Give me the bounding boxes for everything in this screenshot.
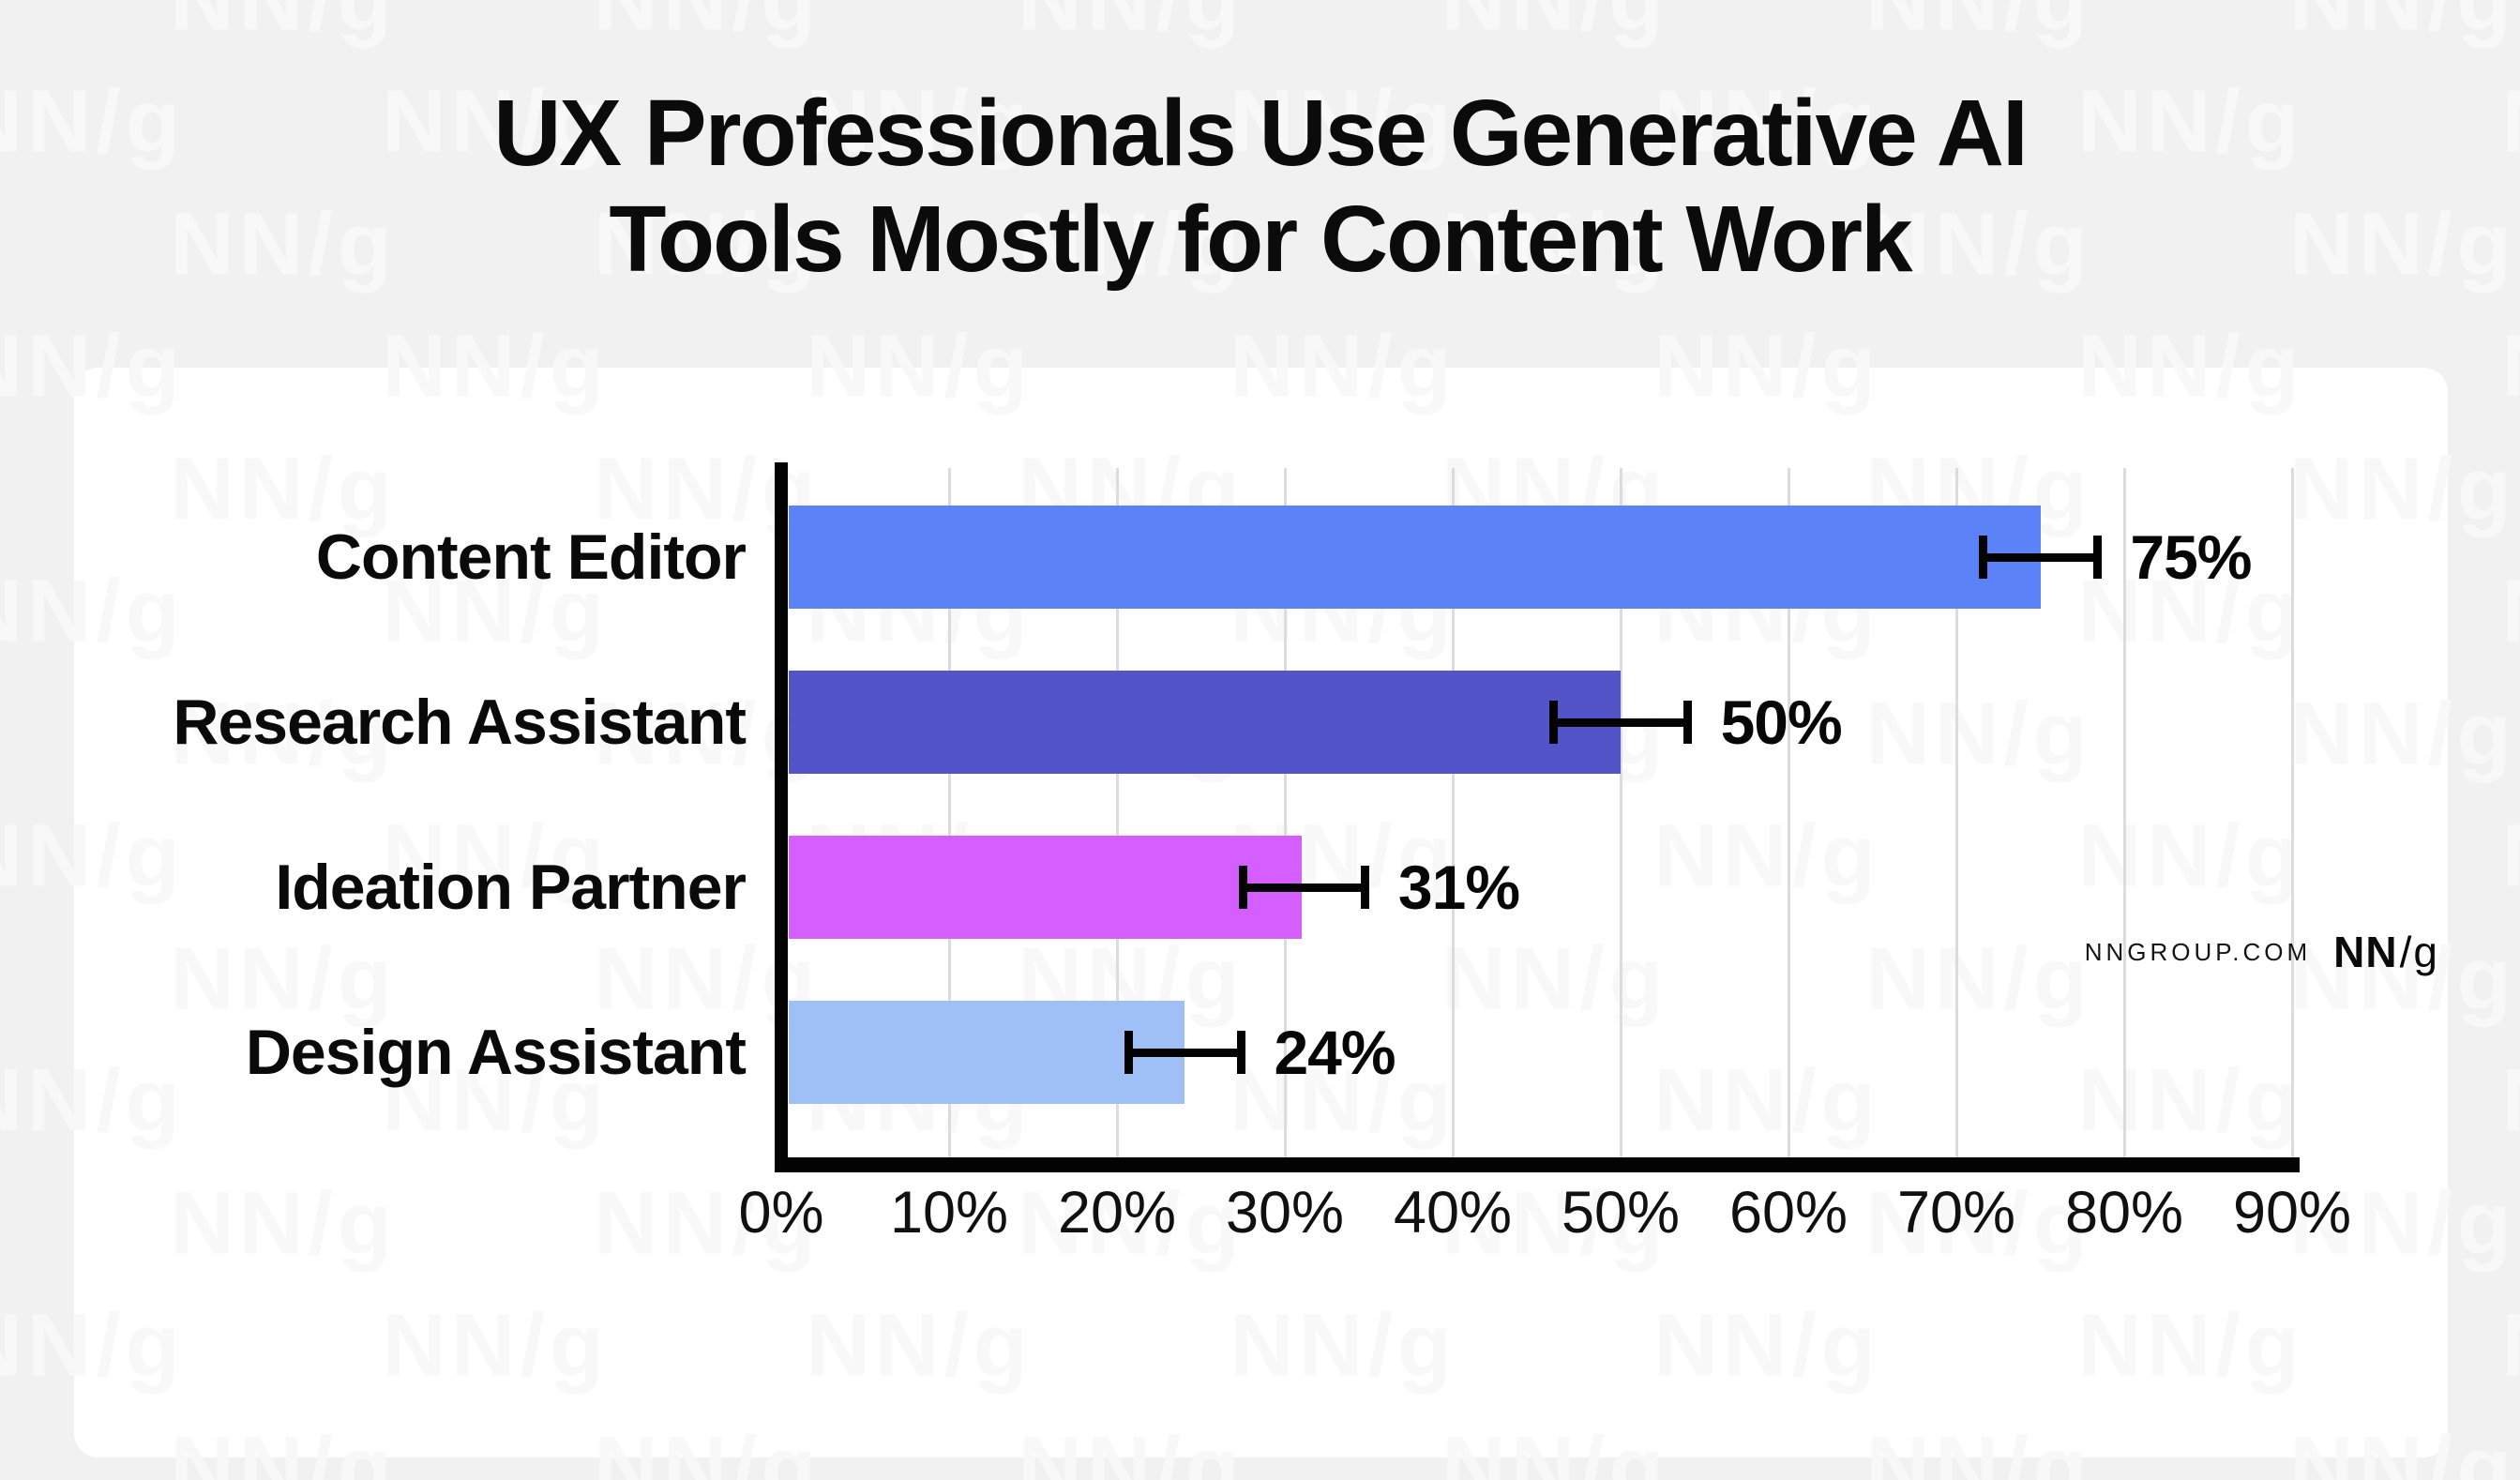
gridline	[947, 468, 951, 1157]
error-bar-cap-low	[1124, 1031, 1134, 1074]
error-bar-line	[1983, 552, 2098, 562]
value-label: 50%	[1720, 687, 1843, 757]
gridline	[1619, 468, 1622, 1157]
chart-title-line2: Tools Mostly for Content Work	[609, 187, 1912, 292]
x-tick-label: 10%	[889, 1180, 1009, 1246]
error-bar-cap-low	[1548, 701, 1558, 744]
footer-url: NNGROUP.COM	[2084, 937, 2312, 966]
gridline	[1787, 468, 1790, 1157]
error-bar-cap-high	[1236, 1031, 1245, 1074]
x-tick-label: 50%	[1561, 1180, 1681, 1246]
value-label: 31%	[1397, 853, 1520, 922]
x-tick-label: 60%	[1728, 1180, 1849, 1246]
error-bar-line	[1243, 883, 1366, 892]
gridline	[1451, 468, 1455, 1157]
x-tick-label: 90%	[2232, 1180, 2352, 1246]
error-bar-cap-low	[1238, 866, 1247, 909]
category-label: Design Assistant	[245, 1017, 747, 1088]
nng-logo-nn: NN	[2333, 928, 2398, 976]
nng-logo: NN/g	[2333, 927, 2437, 977]
error-bar-cap-low	[1979, 536, 1988, 579]
category-label: Research Assistant	[173, 687, 747, 758]
x-tick-label: 20%	[1057, 1180, 1177, 1246]
error-bar-line	[1128, 1048, 1242, 1057]
chart-title: UX Professionals Use Generative AI Tools…	[0, 81, 2520, 293]
error-bar-line	[1553, 717, 1688, 727]
nng-logo-g: g	[2413, 928, 2437, 976]
x-tick-label: 40%	[1393, 1180, 1513, 1246]
gridline	[2290, 468, 2294, 1157]
category-label: Ideation Partner	[275, 852, 747, 923]
value-label: 24%	[1274, 1018, 1396, 1087]
footer: NNGROUP.COM NN/g	[2085, 924, 2437, 980]
bar-content-editor	[789, 506, 2041, 609]
gridline	[1954, 468, 1958, 1157]
error-bar-cap-high	[1361, 866, 1370, 909]
bar-ideation-partner	[789, 836, 1302, 939]
x-tick-label: 80%	[2064, 1180, 2184, 1246]
error-bar-cap-high	[2092, 536, 2102, 579]
bar-design-assistant	[789, 1001, 1185, 1104]
gridline	[2122, 468, 2126, 1157]
gridline	[1283, 468, 1287, 1157]
x-axis-line	[775, 1157, 2300, 1172]
x-tick-label: 30%	[1225, 1180, 1345, 1246]
x-tick-label: 0%	[738, 1180, 824, 1246]
chart-title-line1: UX Professionals Use Generative AI	[493, 81, 2029, 186]
y-axis-line	[775, 462, 788, 1172]
value-label: 75%	[2130, 522, 2252, 592]
nng-logo-slash: /	[2399, 928, 2412, 976]
x-tick-label: 70%	[1896, 1180, 2016, 1246]
gridline	[1115, 468, 1119, 1157]
error-bar-cap-high	[1683, 701, 1693, 744]
bar-research-assistant	[789, 671, 1621, 774]
category-label: Content Editor	[315, 521, 747, 593]
